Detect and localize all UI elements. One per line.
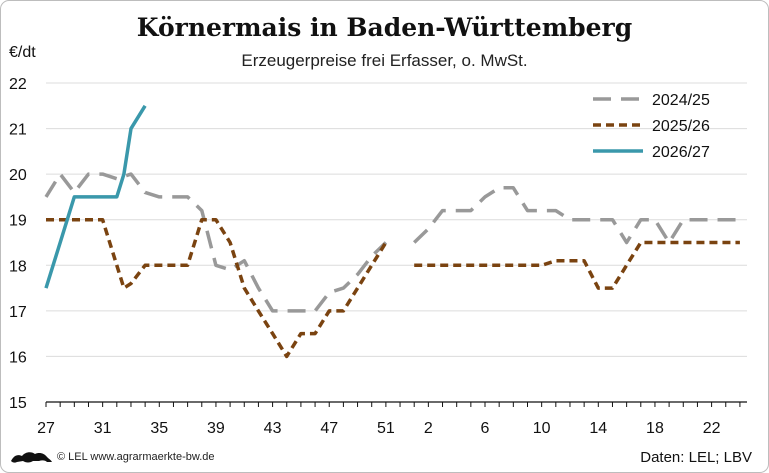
x-tick-label: 10 [533, 420, 551, 437]
x-tick-label: 18 [646, 420, 664, 437]
chart-title: Körnermais in Baden-Württemberg [136, 13, 633, 42]
x-tick-label: 22 [703, 420, 721, 437]
legend-label: 2025/26 [652, 118, 710, 135]
y-tick-label: 18 [9, 258, 27, 275]
chart-subtitle: Erzeugerpreise frei Erfasser, o. MwSt. [241, 51, 528, 70]
x-tick-label: 39 [207, 420, 225, 437]
footer-credit-text: © LEL www.agrarmaerkte-bw.de [57, 451, 215, 463]
x-tick-label: 51 [377, 420, 395, 437]
y-axis-unit-label: €/dt [9, 44, 36, 61]
x-tick-label: 43 [264, 420, 282, 437]
y-tick-label: 21 [9, 122, 27, 139]
x-tick-label: 47 [320, 420, 338, 437]
x-tick-label: 35 [150, 420, 168, 437]
y-tick-label: 16 [9, 349, 27, 366]
legend-label: 2026/27 [652, 144, 710, 161]
series-line-2025/26 [46, 217, 388, 359]
series-line-2026/27 [44, 104, 147, 289]
legend-label: 2024/25 [652, 92, 710, 109]
x-tick-label: 2 [424, 420, 433, 437]
footer-credit: © LEL www.agrarmaerkte-bw.de [9, 449, 215, 465]
data-source: Daten: LEL; LBV [640, 449, 752, 466]
y-tick-label: 19 [9, 213, 27, 230]
y-tick-label: 22 [9, 76, 27, 93]
x-tick-label: 6 [481, 420, 490, 437]
series-line-2024/25 [412, 186, 740, 245]
y-tick-label: 15 [9, 395, 27, 412]
x-tick-label: 14 [589, 420, 607, 437]
lion-logo-icon [11, 452, 52, 463]
y-tick-label: 20 [9, 167, 27, 184]
y-tick-label: 17 [9, 304, 27, 321]
x-tick-label: 31 [94, 420, 112, 437]
series-line-2024/25 [44, 172, 388, 313]
x-tick-label: 27 [37, 420, 55, 437]
series-line-2025/26 [414, 240, 740, 290]
